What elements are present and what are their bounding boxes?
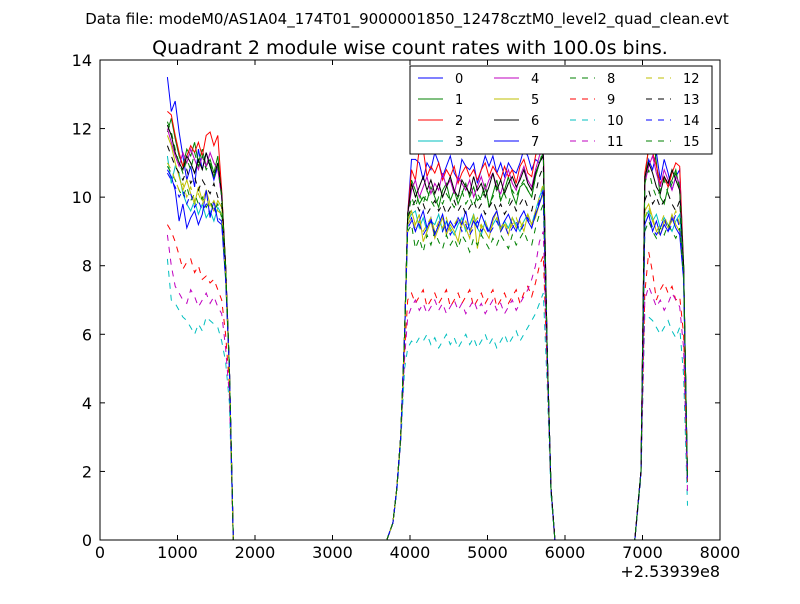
legend-label-10: 10 (607, 114, 624, 129)
x-tick-label: 8000 (700, 543, 741, 562)
y-tick-label: 8 (82, 257, 92, 276)
series-line-10 (166, 258, 688, 540)
figure-suptitle: Data file: modeM0/AS1A04_174T01_90000018… (85, 10, 729, 29)
y-tick-label: 6 (82, 325, 92, 344)
legend-label-7: 7 (531, 135, 539, 150)
legend-label-3: 3 (455, 135, 463, 150)
x-tick-label: 0 (95, 543, 105, 562)
series-line-9 (166, 224, 688, 540)
series-line-14 (166, 172, 688, 540)
series-line-11 (166, 231, 688, 540)
legend-label-4: 4 (531, 72, 539, 87)
legend-label-9: 9 (607, 93, 615, 108)
legend-box (409, 65, 713, 155)
axes-layer: 0 1000 2000 3000 4000 5000 6000 7000 80000246810… (72, 51, 741, 562)
series-line-12 (166, 162, 688, 540)
legend-label-8: 8 (607, 72, 615, 87)
legend-label-2: 2 (455, 114, 463, 129)
x-offset-label: +2.53939e8 (620, 562, 720, 581)
chart-title: Quadrant 2 module wise count rates with … (152, 37, 668, 59)
x-tick-label: 1000 (157, 543, 198, 562)
legend-label-12: 12 (683, 72, 700, 87)
x-tick-label: 3000 (312, 543, 353, 562)
legend-label-14: 14 (683, 114, 700, 129)
x-tick-label: 6000 (545, 543, 586, 562)
x-tick-label: 7000 (622, 543, 663, 562)
y-tick-label: 2 (82, 462, 92, 481)
legend-label-13: 13 (683, 93, 700, 108)
y-tick-label: 10 (72, 188, 92, 207)
y-tick-label: 0 (82, 531, 92, 550)
y-tick-label: 14 (72, 51, 92, 70)
y-tick-label: 12 (72, 120, 92, 139)
legend-label-6: 6 (531, 114, 539, 129)
legend-label-15: 15 (683, 135, 700, 150)
legend-label-5: 5 (531, 93, 539, 108)
legend-label-11: 11 (607, 135, 624, 150)
legend-label-0: 0 (455, 72, 463, 87)
series-layer (166, 77, 688, 540)
x-tick-label: 4000 (390, 543, 431, 562)
legend-label-1: 1 (455, 93, 463, 108)
x-tick-label: 5000 (467, 543, 508, 562)
y-tick-label: 4 (82, 394, 92, 413)
x-tick-label: 2000 (235, 543, 276, 562)
